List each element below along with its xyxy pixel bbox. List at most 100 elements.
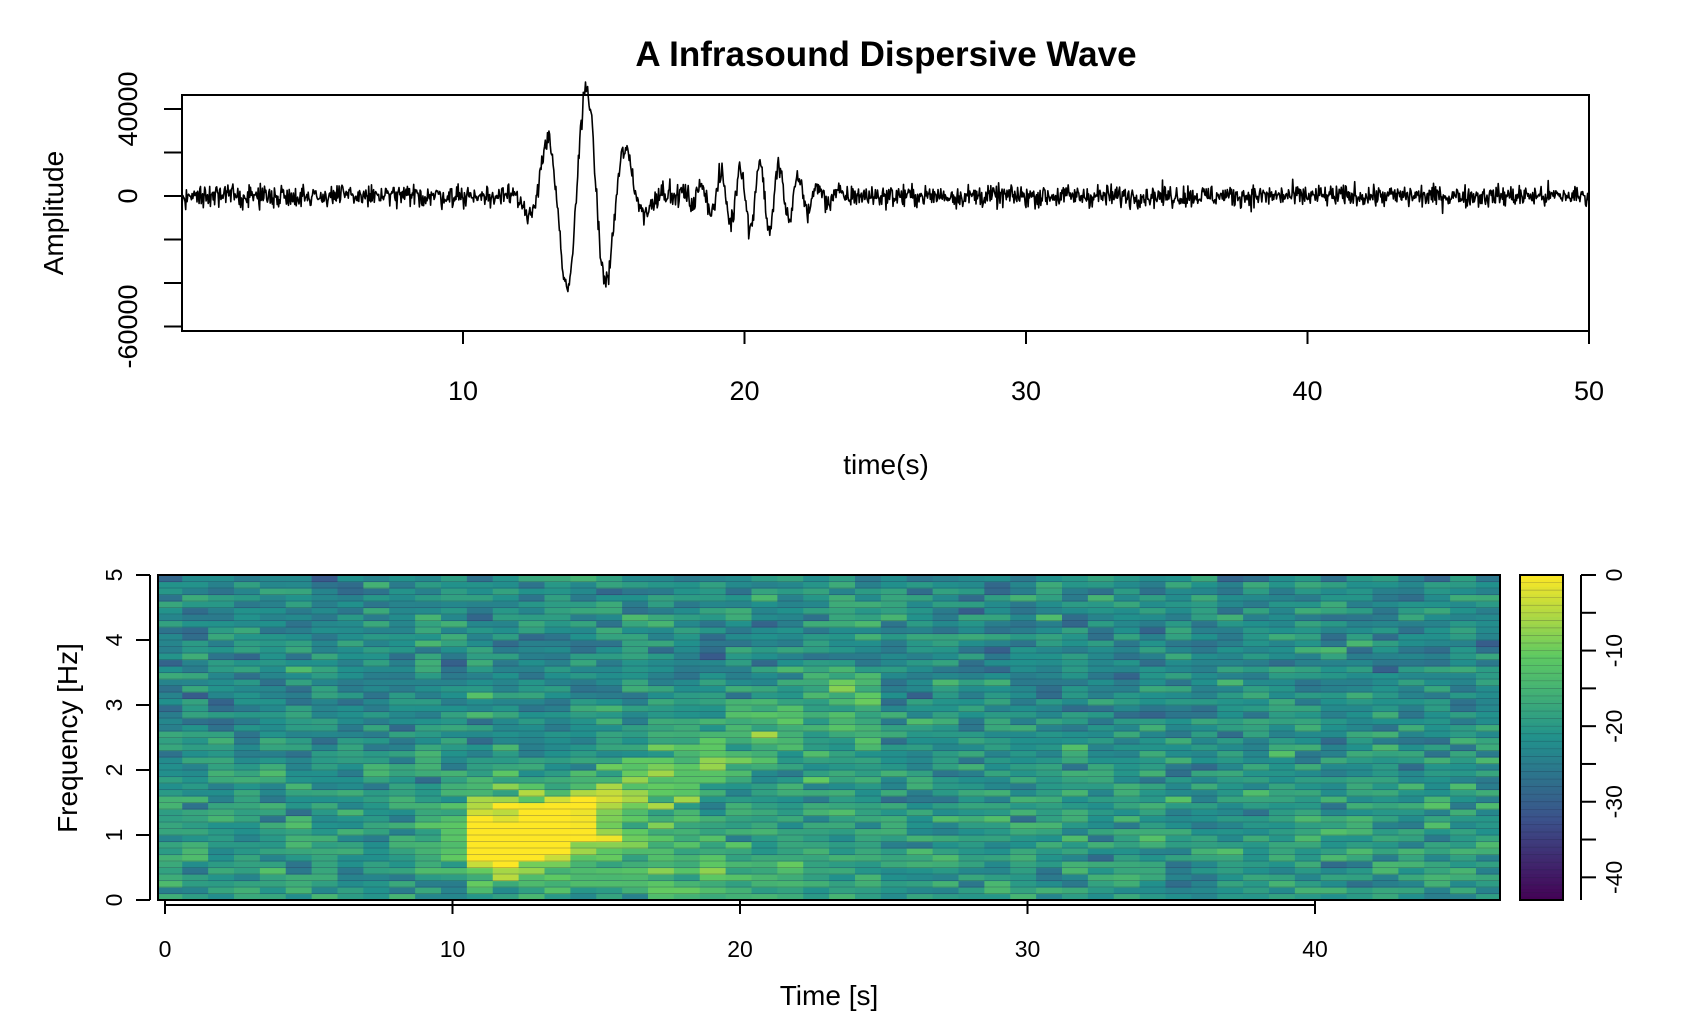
spectrogram-cell: [1010, 685, 1037, 693]
spectrogram-cell: [1294, 835, 1322, 843]
spectrogram-cell: [1139, 854, 1167, 862]
spectrogram-cell: [1372, 750, 1399, 758]
spectrogram-cell: [208, 809, 235, 817]
spectrogram-cell: [311, 809, 339, 817]
spectrogram-cell: [544, 750, 571, 758]
spectrogram-cell: [1424, 737, 1451, 745]
spectrogram-cell: [363, 627, 390, 635]
spectrogram-cell: [1269, 640, 1296, 648]
spectrogram-cell: [544, 763, 571, 771]
spectrogram-cell: [492, 724, 520, 732]
spectrogram-cell: [1372, 659, 1399, 667]
spectrogram-cell: [622, 607, 649, 615]
spectrogram-cell: [570, 581, 597, 589]
spectrogram-cell: [1398, 731, 1425, 739]
spectrogram-cell: [932, 731, 960, 739]
spectrogram-cell: [208, 789, 235, 797]
spectrogram-cell: [622, 750, 649, 758]
spectrogram-cell: [751, 867, 778, 875]
spectrogram-cell: [648, 607, 675, 615]
spectrogram-cell: [906, 659, 934, 667]
spectrogram-cell: [259, 627, 287, 635]
color-bar-band: [1520, 881, 1563, 886]
spectrogram-cell: [648, 614, 675, 622]
spectrogram-cell: [285, 640, 313, 648]
spectrogram-cell: [389, 874, 416, 882]
spectrogram-cell: [648, 893, 675, 901]
spectrogram-cell: [1294, 893, 1322, 901]
spectrogram-cell: [234, 633, 261, 641]
waveform-x-axis-label: time(s): [843, 449, 929, 480]
spectrogram-cell: [1372, 796, 1399, 804]
spectrogram-cell: [1450, 867, 1477, 875]
spectrogram-cell: [570, 828, 597, 836]
spectrogram-cell: [1139, 705, 1167, 713]
spectrogram-cell: [751, 601, 778, 609]
spectrogram-cell: [285, 653, 313, 661]
spectrogram-cell: [1036, 802, 1063, 810]
spectrogram-cell: [1476, 672, 1501, 680]
spectrogram-cell: [906, 607, 934, 615]
spectrogram-cell: [1087, 770, 1115, 778]
spectrogram-cell: [518, 614, 546, 622]
spectrogram-cell: [777, 711, 804, 719]
spectrogram-cell: [725, 802, 753, 810]
spectrogram-cell: [958, 737, 985, 745]
spectrogram-cell: [208, 776, 235, 784]
spectrogram-cell: [492, 796, 520, 804]
spectrogram-cell: [158, 867, 183, 875]
spectrogram-cell: [208, 861, 235, 869]
spectrogram-cell: [699, 874, 727, 882]
spectrogram-cell: [466, 854, 494, 862]
spectrogram-cell: [182, 880, 209, 888]
spectrogram-cell: [906, 770, 934, 778]
spectrogram-cell: [158, 724, 183, 732]
spectrogram-cell: [158, 581, 183, 589]
spectrogram-cell: [829, 633, 856, 641]
spectrogram-cell: [984, 841, 1011, 849]
spectrogram-cell: [829, 679, 856, 687]
spectrogram-cell: [880, 828, 908, 836]
spectrogram-cell: [906, 640, 934, 648]
spectrogram-cell: [259, 763, 287, 771]
spectrogram-cell: [182, 874, 209, 882]
spectrogram-cell: [182, 887, 209, 895]
spectrogram-cell: [182, 588, 209, 596]
spectrogram-cell: [984, 679, 1011, 687]
spectrogram-cell: [1450, 822, 1477, 830]
spectrogram-cell: [1036, 698, 1063, 706]
spectrogram-cell: [544, 802, 571, 810]
spectrogram-cell: [518, 744, 546, 752]
spectrogram-cell: [570, 874, 597, 882]
spectrogram-cell: [1346, 575, 1374, 583]
spectrogram-cell: [596, 809, 623, 817]
spectrogram-cell: [596, 763, 623, 771]
spectrogram-cell: [1450, 653, 1477, 661]
spectrogram-cell: [596, 659, 623, 667]
spectrogram-cell: [466, 672, 494, 680]
spectrogram-cell: [906, 653, 934, 661]
spectrogram-cell: [1346, 744, 1374, 752]
spectrogram-cell: [1010, 887, 1037, 895]
spectrogram-cell: [389, 666, 416, 674]
spectrogram-cell: [880, 711, 908, 719]
spectrogram-cell: [777, 783, 804, 791]
spectrogram-cell: [906, 588, 934, 596]
spectrogram-plot-frame: [157, 574, 1501, 901]
spectrogram-cell: [182, 828, 209, 836]
spectrogram-cell: [1372, 848, 1399, 856]
spectrogram-cell: [1087, 796, 1115, 804]
spectrogram-cell: [1191, 750, 1218, 758]
spectrogram-cell: [1165, 880, 1192, 888]
spectrogram-cell: [311, 633, 339, 641]
spectrogram-cell: [441, 685, 468, 693]
spectrogram-cell: [285, 789, 313, 797]
spectrogram-cell: [984, 685, 1011, 693]
spectrogram-cell: [518, 633, 546, 641]
spectrogram-cell: [777, 659, 804, 667]
spectrogram-cell: [1424, 880, 1451, 888]
spectrogram-cell: [389, 594, 416, 602]
spectrogram-cell: [1113, 640, 1141, 648]
spectrogram-cell: [492, 653, 520, 661]
spectrogram-cell: [1165, 783, 1192, 791]
